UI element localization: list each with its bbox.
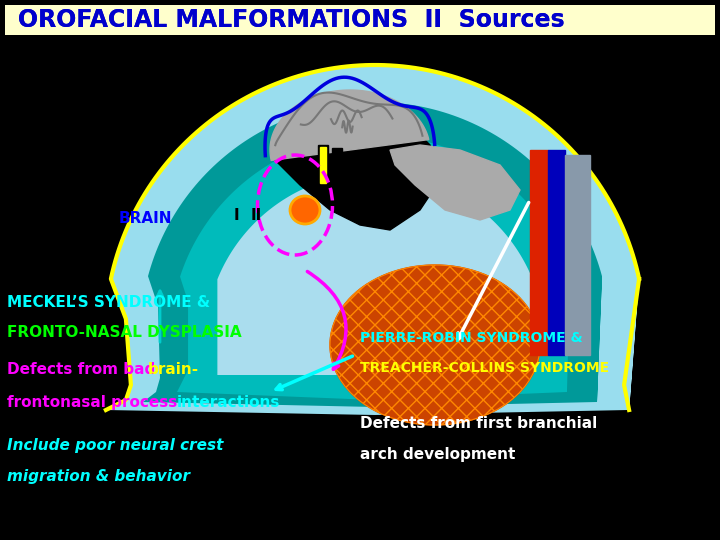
Text: Defects from first branchial: Defects from first branchial — [360, 416, 598, 431]
Polygon shape — [548, 150, 565, 355]
Text: FRONTO-NASAL DYSPLASIA: FRONTO-NASAL DYSPLASIA — [7, 325, 242, 340]
Polygon shape — [332, 148, 342, 185]
Polygon shape — [270, 90, 429, 160]
Polygon shape — [390, 145, 520, 220]
Text: BRAIN: BRAIN — [119, 211, 172, 226]
Text: PIERRE-ROBIN SYNDROME &: PIERRE-ROBIN SYNDROME & — [360, 330, 582, 345]
Text: brain-: brain- — [148, 362, 199, 377]
FancyBboxPatch shape — [5, 5, 715, 35]
Text: frontonasal process: frontonasal process — [7, 395, 183, 410]
Text: migration & behavior: migration & behavior — [7, 469, 190, 484]
Text: MECKEL’S SYNDROME &: MECKEL’S SYNDROME & — [7, 295, 210, 310]
Text: interactions: interactions — [176, 395, 280, 410]
Text: TREACHER-COLLINS SYNDROME: TREACHER-COLLINS SYNDROME — [360, 361, 609, 375]
Text: I: I — [234, 208, 240, 224]
Text: OROFACIAL MALFORMATIONS  II  Sources: OROFACIAL MALFORMATIONS II Sources — [18, 8, 564, 32]
Text: Defects from bad: Defects from bad — [7, 362, 161, 377]
Polygon shape — [318, 145, 328, 185]
Polygon shape — [320, 147, 326, 183]
Text: II: II — [251, 208, 262, 224]
Polygon shape — [275, 115, 440, 230]
Text: arch development: arch development — [360, 447, 516, 462]
Polygon shape — [143, 102, 602, 407]
Ellipse shape — [290, 196, 320, 224]
Text: Include poor neural crest: Include poor neural crest — [7, 438, 224, 453]
Polygon shape — [565, 155, 590, 355]
Polygon shape — [530, 150, 548, 355]
Polygon shape — [330, 265, 540, 425]
FancyBboxPatch shape — [5, 6, 715, 34]
Polygon shape — [217, 173, 533, 375]
Text: OROFACIAL MALFORMATIONS  II  Sources: OROFACIAL MALFORMATIONS II Sources — [18, 8, 564, 32]
Polygon shape — [106, 65, 639, 415]
Polygon shape — [177, 135, 570, 400]
